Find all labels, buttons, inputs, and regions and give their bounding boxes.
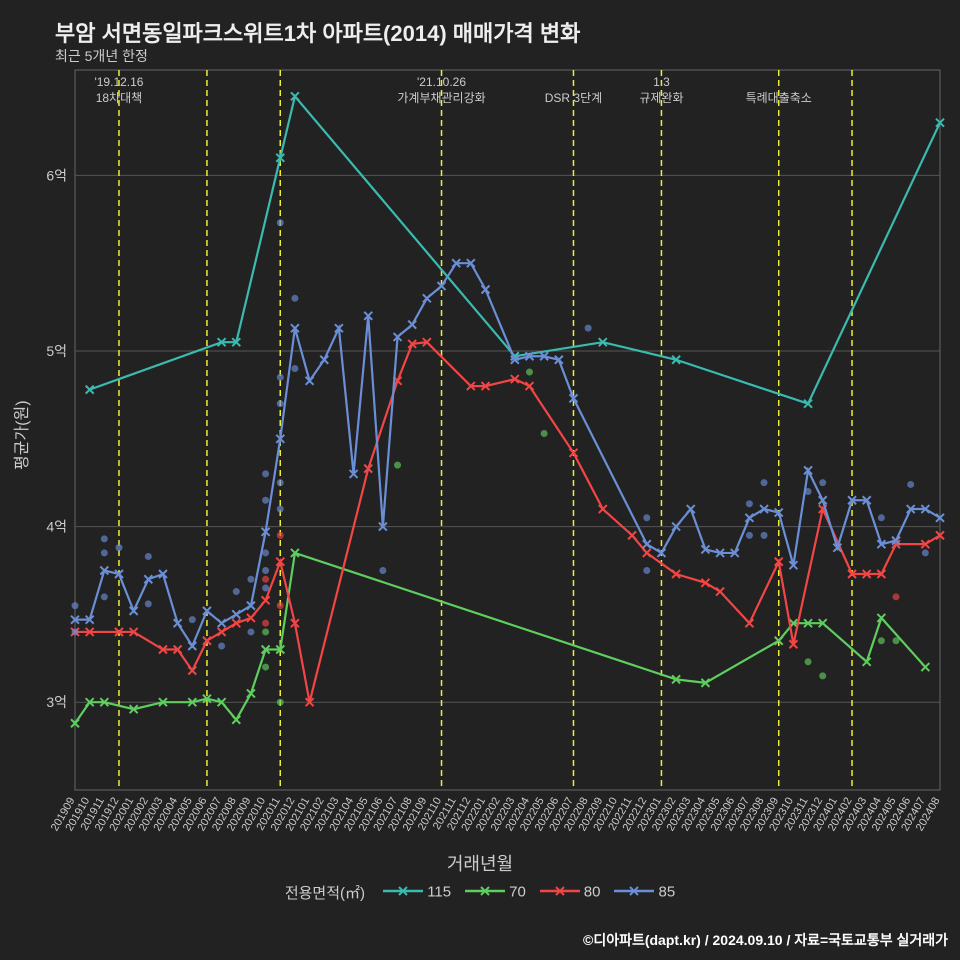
- chart-subtitle: 최근 5개년 한정: [55, 46, 148, 66]
- svg-text:4억: 4억: [46, 519, 67, 535]
- svg-text:6억: 6억: [46, 167, 67, 183]
- legend-title: 전용면적(㎡): [285, 885, 365, 902]
- price-chart: 3억4억5억6억20190920191020191120191220200120…: [0, 0, 960, 960]
- legend-item-115: 115: [427, 884, 451, 901]
- chart-footer: ©디아파트(dapt.kr) / 2024.09.10 / 자료=국토교통부 실…: [583, 930, 948, 950]
- legend-item-85: 85: [658, 884, 675, 901]
- svg-text:규제완화: 규제완화: [639, 91, 683, 105]
- svg-text:5억: 5억: [46, 343, 67, 359]
- svg-text:DSR 3단계: DSR 3단계: [545, 91, 602, 105]
- legend-item-80: 80: [584, 884, 601, 901]
- svg-text:18차대책: 18차대책: [96, 90, 142, 105]
- svg-text:'21.10.26: '21.10.26: [417, 75, 466, 89]
- x-axis-label: 거래년월: [0, 850, 960, 876]
- y-axis-label: 평균가(원): [8, 400, 32, 470]
- legend: 전용면적(㎡) 115 70 80 85: [0, 882, 960, 903]
- chart-title: 부암 서면동일파크스위트1차 아파트(2014) 매매가격 변화: [55, 16, 580, 48]
- svg-text:특례대출축소: 특례대출축소: [746, 91, 812, 105]
- svg-text:1.3: 1.3: [653, 75, 670, 89]
- svg-text:'19.12.16: '19.12.16: [94, 75, 143, 89]
- svg-text:3억: 3억: [46, 694, 67, 710]
- svg-text:가계부채관리강화: 가계부채관리강화: [397, 91, 485, 105]
- legend-item-70: 70: [509, 884, 526, 901]
